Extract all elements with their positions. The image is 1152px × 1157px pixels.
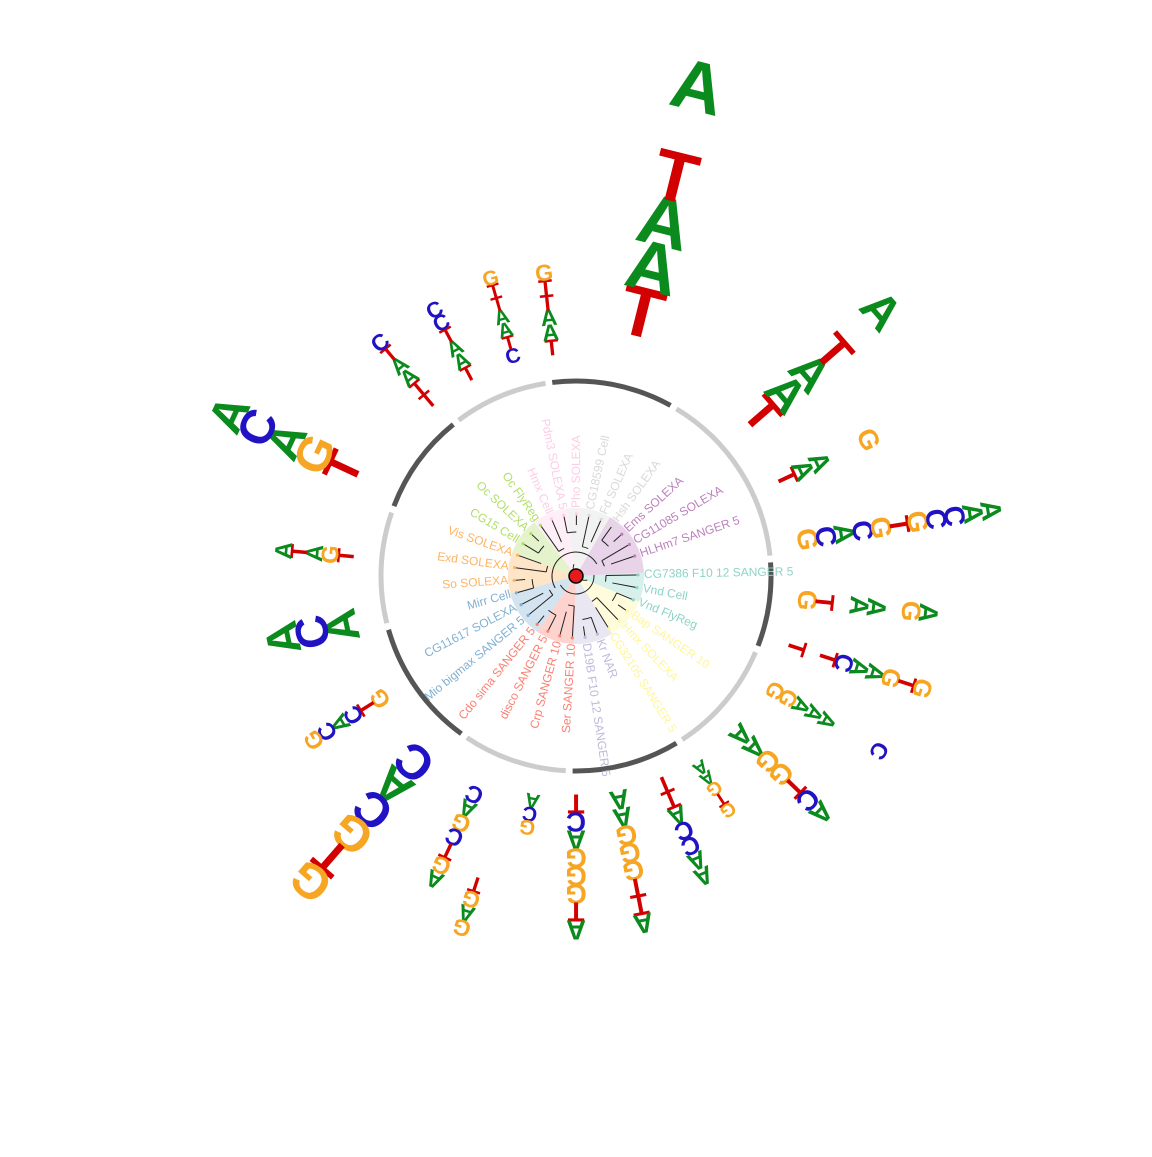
tree-leaf-dot (607, 627, 610, 630)
logo-letter: G (480, 265, 502, 292)
tree-root-marker (569, 569, 583, 583)
tree-leaf-dot (600, 518, 603, 521)
leaf-label: CG7386 F10 12 SANGER 5 (644, 564, 794, 581)
logo-letter: A (254, 617, 312, 660)
logo-letter: G (850, 423, 887, 456)
tree-leaf-dot (539, 524, 542, 527)
tree-leaf-dot (546, 630, 549, 633)
tree-branch (606, 575, 638, 576)
tree-leaf-dot (536, 623, 539, 626)
logo-letter: A (973, 498, 1008, 523)
tree-leaf-dot (513, 579, 516, 582)
logo-letter: T (645, 133, 707, 221)
tree-leaf-dot (633, 554, 636, 557)
tree-leaf-dot (529, 532, 532, 535)
tree-leaf-dot (635, 586, 638, 589)
tree-leaf-dot (628, 543, 631, 546)
tree-leaf-dot (583, 636, 586, 639)
logo-letter: A (860, 596, 892, 618)
logo-letter: G (449, 913, 474, 943)
tree-leaf-dot (516, 554, 519, 557)
ring-arc (381, 513, 392, 624)
ring-arc (552, 381, 670, 405)
tree-leaf-dot (588, 514, 591, 517)
tree-leaf-dot (617, 619, 620, 622)
ring-arc (459, 383, 546, 420)
logo-letter: A (912, 602, 944, 624)
tree-leaf-dot (558, 634, 561, 637)
logo-letter: C (864, 737, 895, 764)
logo-letter: G (517, 814, 537, 840)
sequence-logo: ACG (517, 788, 542, 840)
leaf-label: So SOLEXA (442, 573, 509, 592)
sequence-logo: ACA (254, 604, 370, 660)
logo-letter: G (905, 675, 938, 702)
logo-letter: T (809, 592, 841, 611)
tree-leaf-dot (513, 566, 516, 569)
tree-leaf-dot (562, 514, 565, 517)
tree-leaf-dot (550, 517, 553, 520)
ring-arc (573, 743, 677, 771)
ring-arc (467, 738, 566, 771)
tree-leaf-dot (596, 633, 599, 636)
tree-leaf-dot (626, 609, 629, 612)
tree-leaf-dot (620, 533, 623, 536)
tree-leaf-dot (515, 591, 518, 594)
logo-letter: A (849, 280, 913, 342)
tree-leaf-dot (632, 598, 635, 601)
tree-leaf-dot (636, 573, 639, 576)
logo-letter: A (663, 42, 732, 132)
logo-letter: A (631, 906, 657, 940)
tree-leaf-dot (571, 636, 574, 639)
tree-arc (605, 575, 606, 581)
logo-letter: A (270, 541, 298, 561)
tree-leaf-dot (611, 524, 614, 527)
tree-leaf-dot (519, 603, 522, 606)
logo-letter: G (534, 259, 555, 287)
leaf-label: Pho SOLEXA (569, 435, 584, 508)
tree-leaf-dot (526, 614, 529, 617)
leaf-label: Ser SANGER 10 (559, 643, 578, 733)
tree-leaf-dot (575, 512, 578, 515)
logo-letter: A (566, 915, 586, 946)
ring-arc (394, 424, 453, 506)
logo-letter: T (780, 636, 812, 660)
tree-leaf-dot (521, 542, 524, 545)
